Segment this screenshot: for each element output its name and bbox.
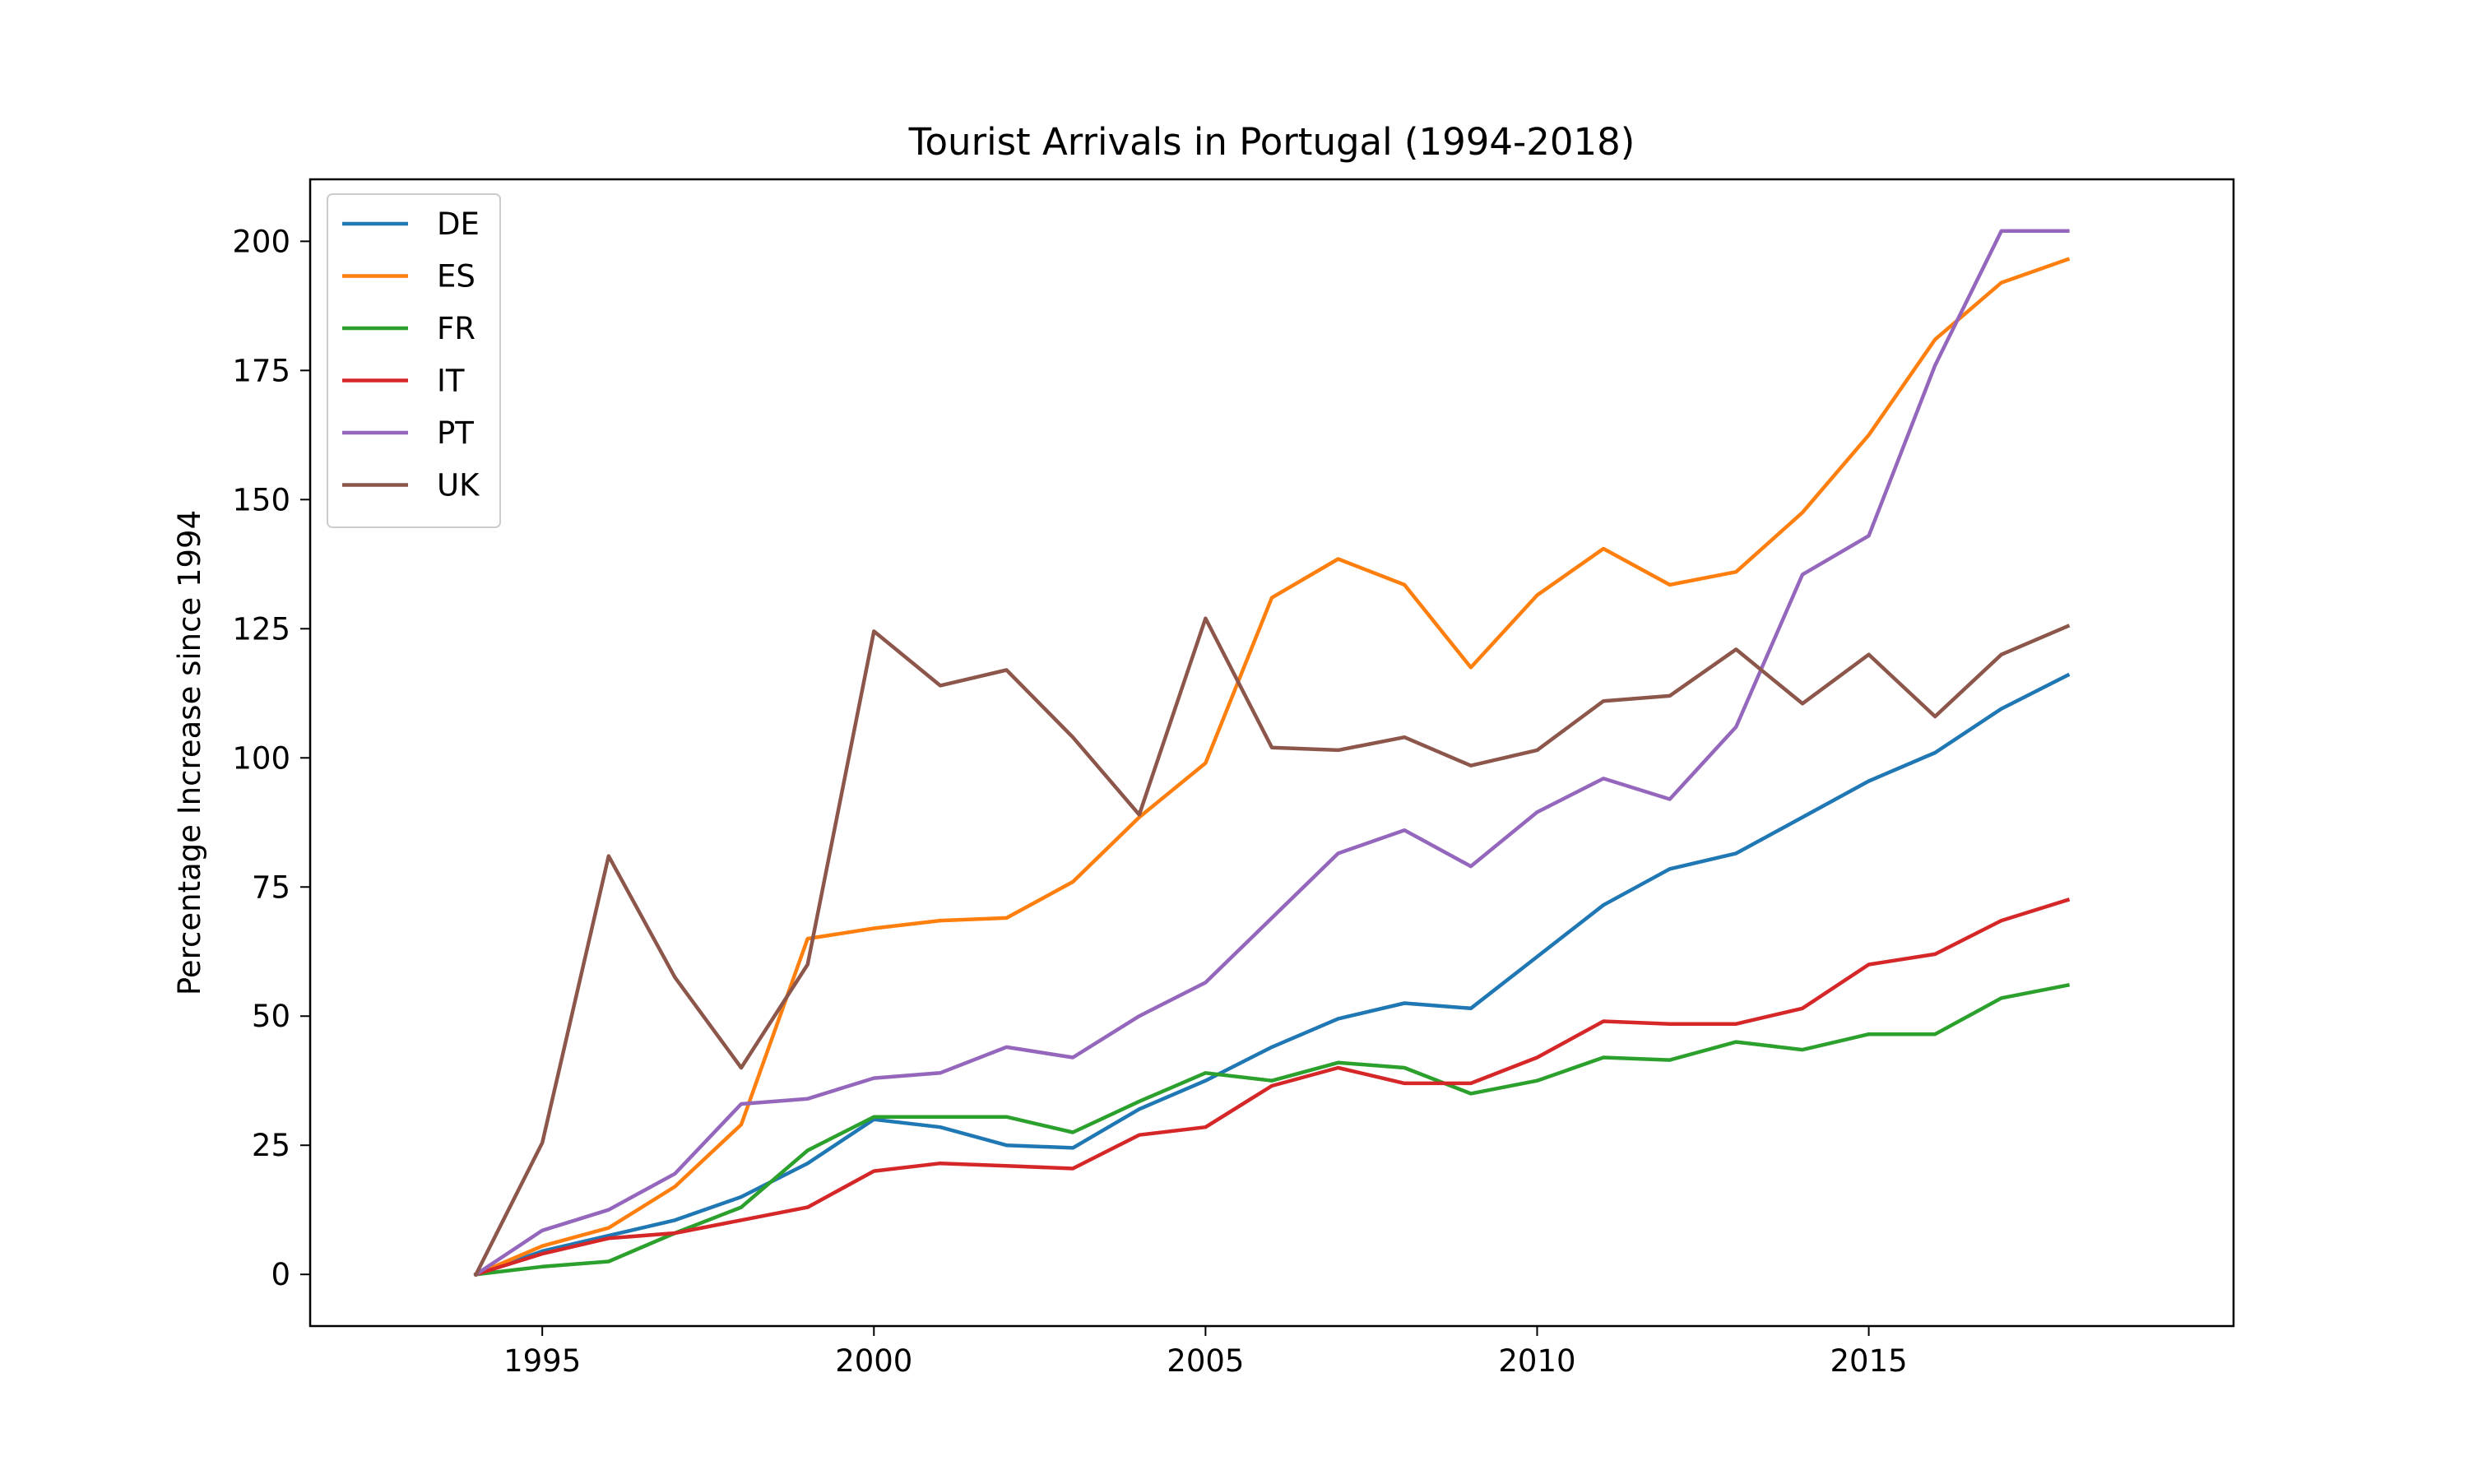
legend: DE ES FR IT PT UK	[327, 193, 501, 528]
legend-label-es: ES	[437, 259, 476, 294]
series-line-uk	[473, 616, 2071, 1278]
series-layer	[473, 229, 2071, 1278]
y-tick-label: 100	[232, 740, 290, 776]
y-tick-label: 200	[232, 224, 290, 259]
x-tick-label: 2015	[1830, 1343, 1908, 1379]
series-line-pt	[473, 229, 2070, 1278]
plot-frame	[308, 178, 2235, 1328]
series-line-es	[473, 257, 2071, 1278]
x-tick-label: 2005	[1167, 1343, 1244, 1379]
y-tick-label: 75	[252, 870, 290, 905]
y-tick-label: 50	[252, 999, 290, 1034]
legend-label-it: IT	[437, 364, 465, 399]
y-tick-label: 25	[252, 1128, 290, 1163]
y-tick-label: 175	[232, 353, 290, 388]
y-axis: 0 25 50 75 100 125 150 175 200	[232, 224, 310, 1292]
x-tick-label: 2010	[1498, 1343, 1575, 1379]
y-axis-label: Percentage Increase since 1994	[172, 510, 207, 995]
series-line-it	[473, 897, 2071, 1278]
legend-label-fr: FR	[437, 311, 476, 346]
legend-label-uk: UK	[437, 468, 480, 503]
x-tick-label: 2000	[835, 1343, 912, 1379]
chart-title: Tourist Arrivals in Portugal (1994-2018)	[908, 120, 1635, 164]
x-axis: 1995 2000 2005 2010 2015	[503, 1326, 1908, 1379]
y-tick-label: 125	[232, 611, 290, 647]
legend-label-de: DE	[437, 206, 480, 242]
series-line-fr	[474, 982, 2071, 1277]
y-tick-label: 0	[271, 1257, 290, 1292]
y-tick-label: 150	[232, 482, 290, 517]
series-line-de	[473, 672, 2071, 1278]
legend-label-pt: PT	[437, 415, 474, 451]
x-tick-label: 1995	[503, 1343, 581, 1379]
